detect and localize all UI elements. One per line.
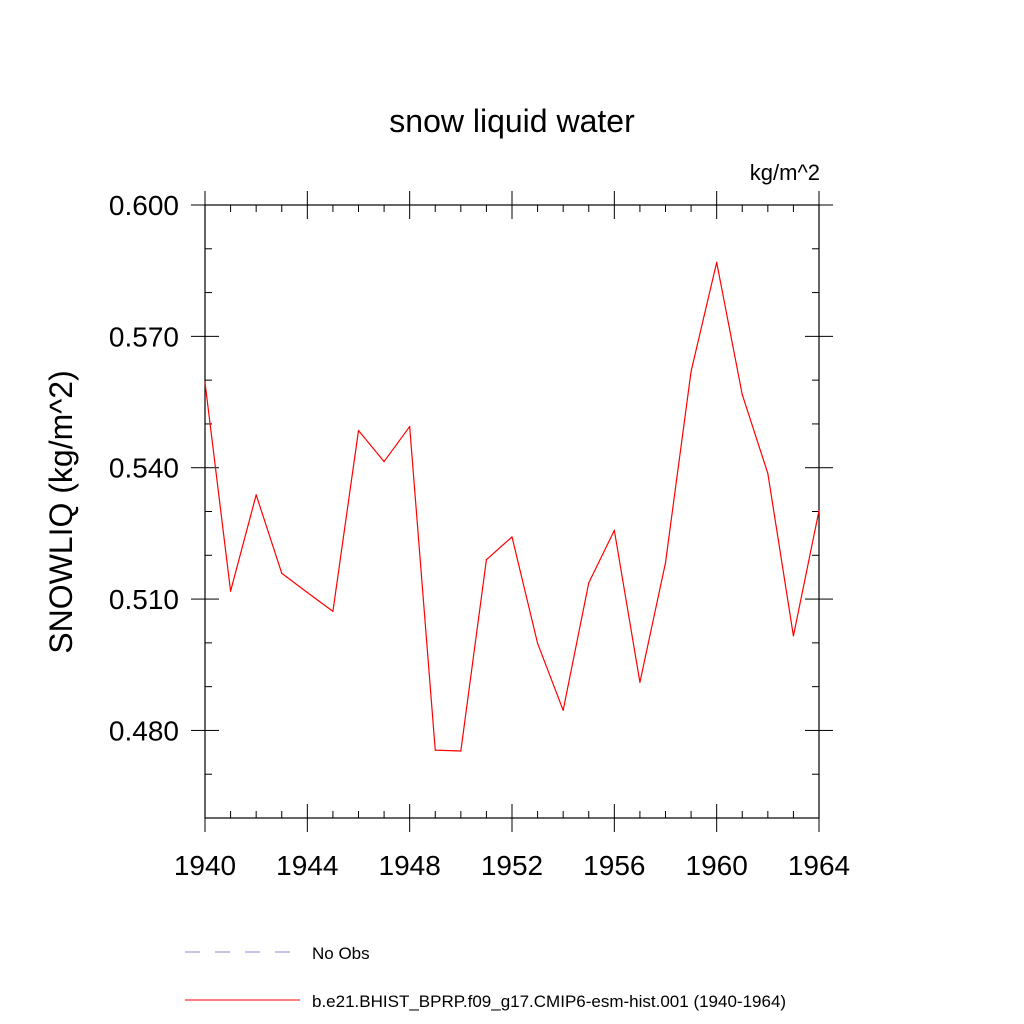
data-point xyxy=(409,425,411,428)
x-axis-ticks: 1940 1944 1948 1952 1956 1960 1964 xyxy=(174,191,850,881)
data-point xyxy=(306,591,308,594)
data-point xyxy=(818,510,820,512)
data-point xyxy=(716,261,718,263)
data-point xyxy=(741,393,743,396)
y-tick-label: 0.600 xyxy=(109,190,179,221)
data-point xyxy=(434,749,436,751)
data-point xyxy=(639,681,641,683)
data-point xyxy=(204,381,206,383)
units-label: kg/m^2 xyxy=(750,160,820,185)
y-tick-label: 0.480 xyxy=(109,715,179,746)
y-axis-ticks: 0.480 0.510 0.540 0.570 0.600 xyxy=(109,190,833,775)
data-point xyxy=(588,582,590,584)
data-point xyxy=(357,429,360,432)
data-point xyxy=(613,529,615,531)
legend-label-0: No Obs xyxy=(312,944,370,963)
y-tick-label: 0.510 xyxy=(109,584,179,615)
x-tick-label: 1960 xyxy=(686,850,748,881)
legend-label-1: b.e21.BHIST_BPRP.f09_g17.CMIP6-esm-hist.… xyxy=(312,992,786,1011)
x-tick-label: 1956 xyxy=(583,850,645,881)
data-point xyxy=(332,610,334,612)
y-axis-label: SNOWLIQ (kg/m^2) xyxy=(43,370,79,653)
legend: No Obs b.e21.BHIST_BPRP.f09_g17.CMIP6-esm… xyxy=(185,944,786,1011)
x-tick-label: 1940 xyxy=(174,850,236,881)
data-point xyxy=(460,750,462,752)
data-point xyxy=(281,572,283,574)
x-tick-label: 1948 xyxy=(379,850,441,881)
plot-frame xyxy=(204,204,820,819)
y-tick-label: 0.570 xyxy=(109,321,179,352)
data-point xyxy=(690,370,692,372)
chart-title: snow liquid water xyxy=(389,103,635,139)
data-point xyxy=(383,460,385,463)
data-point xyxy=(792,635,795,637)
data-point xyxy=(664,562,667,564)
x-tick-label: 1944 xyxy=(276,850,338,881)
data-point xyxy=(485,559,488,561)
data-point xyxy=(229,590,232,592)
data-point xyxy=(536,642,539,644)
x-tick-label: 1964 xyxy=(788,850,850,881)
x-tick-label: 1952 xyxy=(481,850,543,881)
data-point xyxy=(255,494,257,496)
series-line-0 xyxy=(204,261,820,752)
data-point xyxy=(562,709,564,711)
data-point xyxy=(511,536,513,538)
y-tick-label: 0.540 xyxy=(109,453,179,484)
series-layer xyxy=(204,261,820,752)
data-point xyxy=(767,472,769,475)
